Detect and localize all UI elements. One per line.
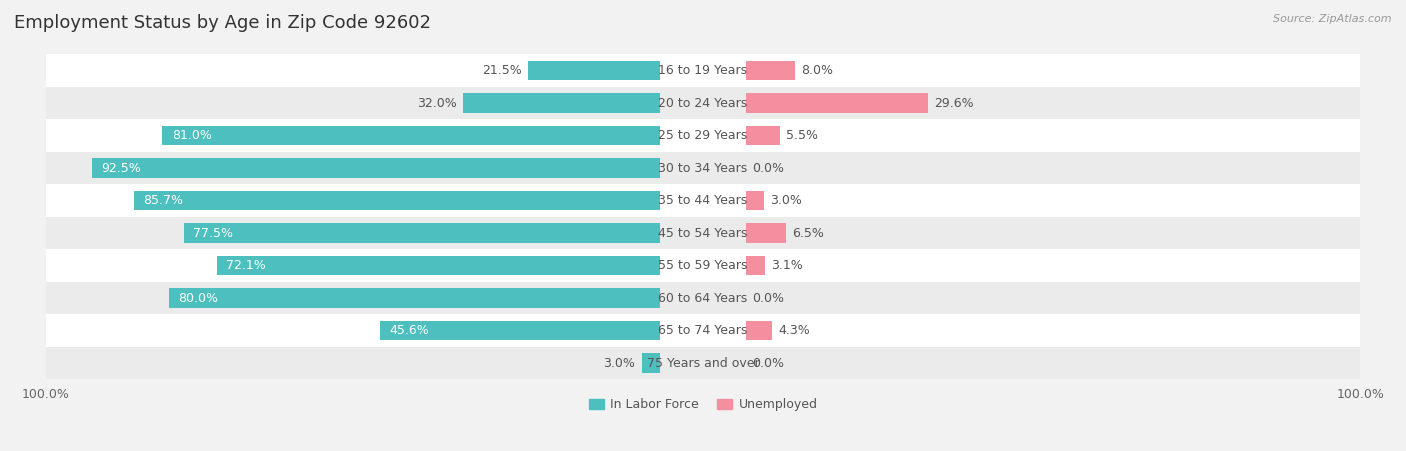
Text: 80.0%: 80.0% — [177, 291, 218, 304]
Bar — [747, 126, 780, 145]
Text: 0.0%: 0.0% — [752, 357, 785, 369]
Bar — [46, 282, 1360, 314]
Text: 29.6%: 29.6% — [934, 97, 973, 110]
Text: 25 to 29 Years: 25 to 29 Years — [658, 129, 748, 142]
Bar — [46, 347, 1360, 379]
Text: 21.5%: 21.5% — [482, 64, 522, 77]
Text: 3.0%: 3.0% — [770, 194, 803, 207]
Text: 3.1%: 3.1% — [770, 259, 803, 272]
Bar — [527, 61, 659, 80]
Bar — [464, 93, 659, 113]
Text: 81.0%: 81.0% — [172, 129, 211, 142]
Text: 45 to 54 Years: 45 to 54 Years — [658, 226, 748, 239]
Bar — [747, 256, 765, 275]
Bar — [641, 353, 659, 373]
Text: 75 Years and over: 75 Years and over — [647, 357, 759, 369]
Bar — [46, 120, 1360, 152]
Text: 30 to 34 Years: 30 to 34 Years — [658, 161, 748, 175]
Bar — [134, 191, 659, 210]
Text: 5.5%: 5.5% — [786, 129, 818, 142]
Text: 85.7%: 85.7% — [143, 194, 183, 207]
Bar — [46, 249, 1360, 282]
Bar — [169, 288, 659, 308]
Text: 16 to 19 Years: 16 to 19 Years — [658, 64, 748, 77]
Text: 4.3%: 4.3% — [779, 324, 810, 337]
Bar — [747, 191, 765, 210]
Text: 45.6%: 45.6% — [389, 324, 429, 337]
Bar — [380, 321, 659, 341]
Bar — [46, 184, 1360, 217]
Text: 20 to 24 Years: 20 to 24 Years — [658, 97, 748, 110]
Text: 55 to 59 Years: 55 to 59 Years — [658, 259, 748, 272]
Text: 8.0%: 8.0% — [801, 64, 834, 77]
Text: 92.5%: 92.5% — [101, 161, 141, 175]
Text: 6.5%: 6.5% — [792, 226, 824, 239]
Bar — [747, 93, 928, 113]
Bar — [46, 152, 1360, 184]
Text: 0.0%: 0.0% — [752, 161, 785, 175]
Bar — [163, 126, 659, 145]
Text: 60 to 64 Years: 60 to 64 Years — [658, 291, 748, 304]
Text: 35 to 44 Years: 35 to 44 Years — [658, 194, 748, 207]
Text: 0.0%: 0.0% — [752, 291, 785, 304]
Text: Source: ZipAtlas.com: Source: ZipAtlas.com — [1274, 14, 1392, 23]
Text: Employment Status by Age in Zip Code 92602: Employment Status by Age in Zip Code 926… — [14, 14, 432, 32]
Bar — [46, 54, 1360, 87]
Bar — [91, 158, 659, 178]
Text: 65 to 74 Years: 65 to 74 Years — [658, 324, 748, 337]
Bar — [184, 223, 659, 243]
Text: 32.0%: 32.0% — [418, 97, 457, 110]
Bar — [46, 314, 1360, 347]
Bar — [217, 256, 659, 275]
Bar — [747, 61, 796, 80]
Bar — [46, 217, 1360, 249]
Bar — [747, 321, 772, 341]
Text: 72.1%: 72.1% — [226, 259, 266, 272]
Text: 77.5%: 77.5% — [193, 226, 233, 239]
Bar — [46, 87, 1360, 120]
Legend: In Labor Force, Unemployed: In Labor Force, Unemployed — [583, 393, 823, 416]
Bar — [747, 223, 786, 243]
Text: 3.0%: 3.0% — [603, 357, 636, 369]
